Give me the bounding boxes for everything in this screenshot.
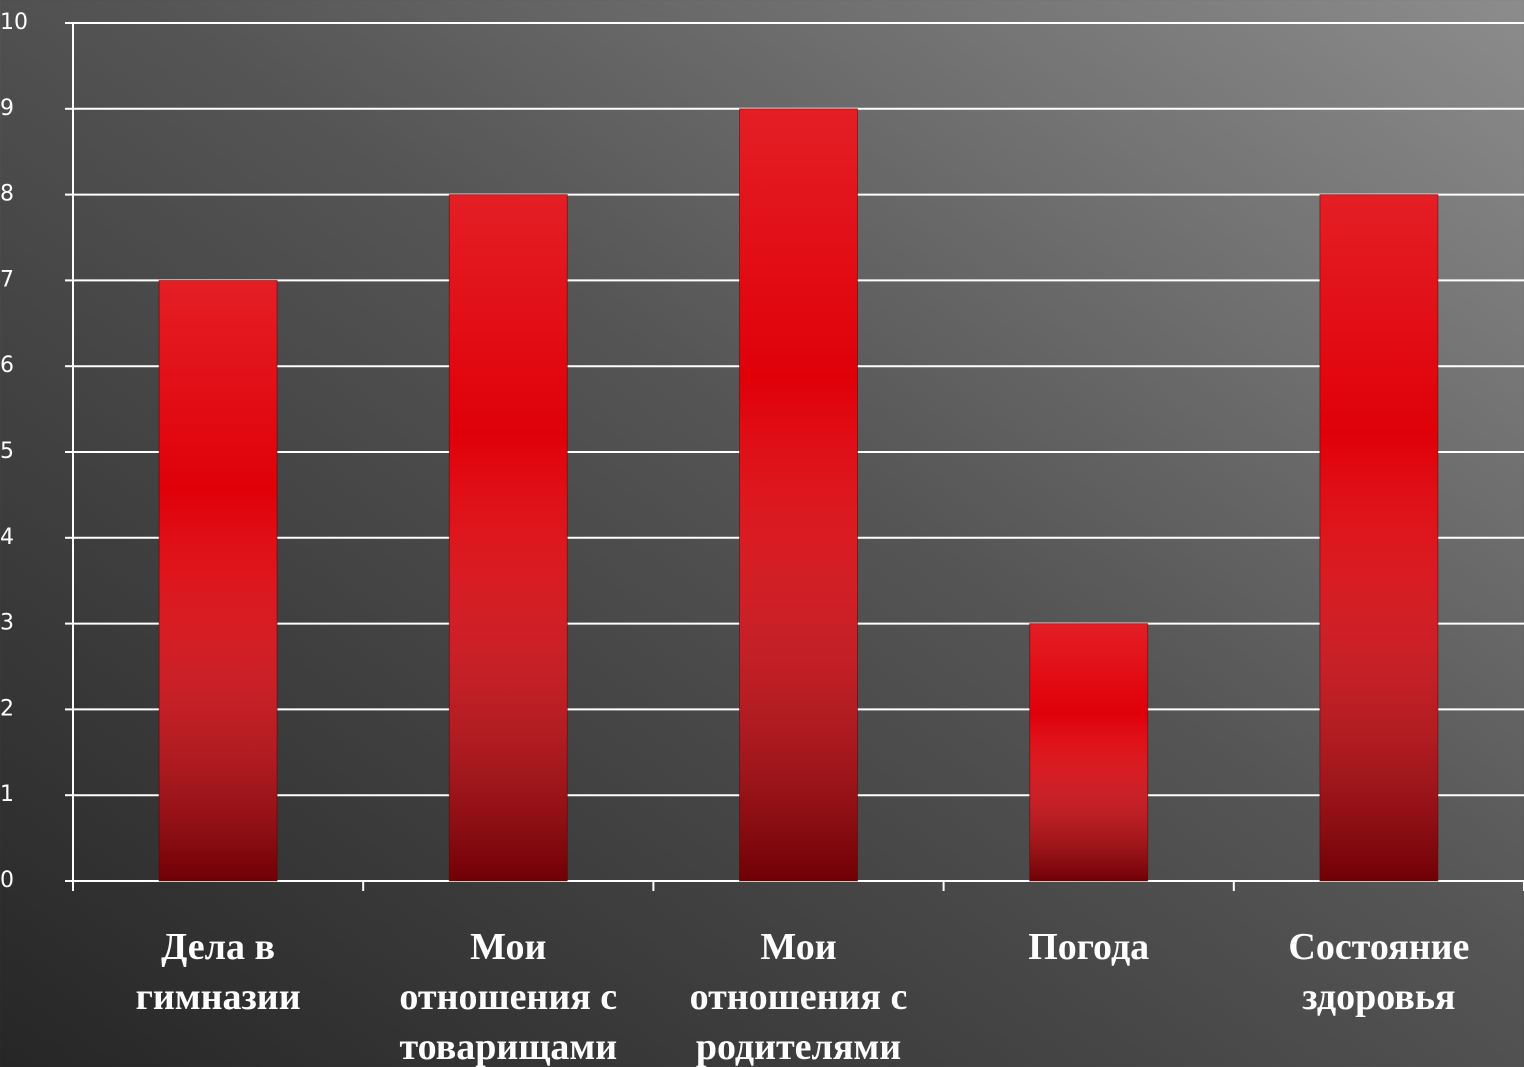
- x-tick-label: Погода: [1028, 926, 1150, 968]
- x-tick-label: Состояние здоровья: [1288, 926, 1470, 1018]
- y-tick-label: 10: [0, 10, 28, 35]
- bar-shade: [739, 108, 858, 882]
- y-tick-label: 6: [0, 353, 14, 378]
- bar-shade: [158, 279, 278, 882]
- x-tick-label: Дела в гимназии: [135, 926, 301, 1018]
- y-tick-label: 2: [0, 696, 14, 721]
- y-tick-label: 9: [0, 96, 14, 121]
- bar-shade: [448, 194, 568, 882]
- x-tick-label: Мои отношения с родителями: [689, 926, 908, 1067]
- bar-shade: [1319, 194, 1439, 882]
- y-tick-label: 5: [0, 439, 14, 464]
- bar-shade: [1029, 623, 1149, 882]
- y-tick-label: 4: [0, 525, 14, 550]
- y-tick-label: 7: [0, 267, 14, 292]
- y-tick-label: 0: [0, 868, 14, 893]
- y-tick-label: 3: [0, 611, 14, 636]
- x-tick-label: Мои отношения с товарищами: [399, 926, 618, 1067]
- y-tick-label: 1: [0, 782, 14, 807]
- y-tick-label: 8: [0, 182, 14, 207]
